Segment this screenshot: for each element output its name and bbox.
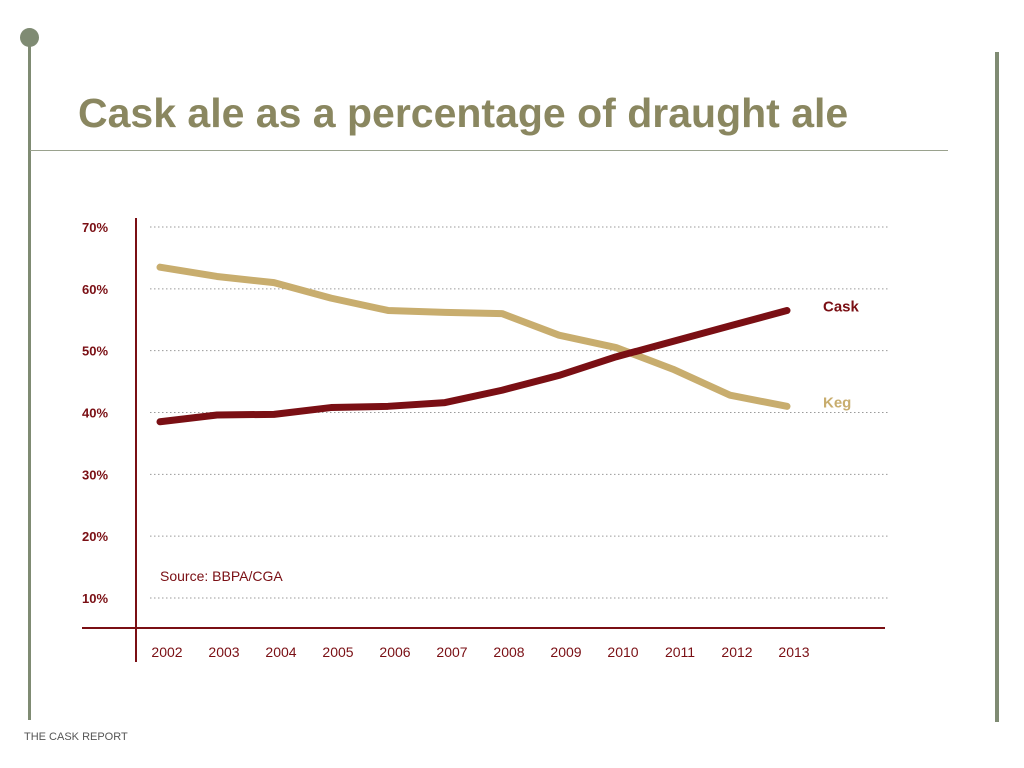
- y-tick-label: 60%: [82, 282, 108, 297]
- x-tick-label: 2006: [379, 644, 410, 660]
- x-tick-label: 2009: [550, 644, 581, 660]
- series-labels: Cask Keg: [823, 298, 860, 411]
- axes: [82, 218, 885, 662]
- slide-title: Cask ale as a percentage of draught ale: [78, 90, 849, 136]
- x-tick-label: 2007: [436, 644, 467, 660]
- x-tick-label: 2003: [208, 644, 239, 660]
- x-tick-label: 2012: [721, 644, 752, 660]
- series-line-keg: [156, 263, 791, 410]
- x-tick-label: 2002: [151, 644, 182, 660]
- right-vertical-rule: [995, 52, 999, 722]
- y-tick-labels: 10% 20% 30% 40% 50% 60% 70%: [82, 220, 108, 606]
- y-tick-label: 10%: [82, 591, 108, 606]
- source-annotation: Source: BBPA/CGA: [160, 568, 283, 584]
- x-tick-label: 2013: [778, 644, 809, 660]
- y-tick-label: 50%: [82, 344, 108, 359]
- series-lines: [156, 263, 791, 426]
- y-tick-label: 70%: [82, 220, 108, 235]
- left-vertical-rule: [28, 44, 31, 720]
- y-tick-label: 20%: [82, 529, 108, 544]
- footer-text: THE CASK REPORT: [24, 731, 128, 743]
- title-underline: [30, 150, 948, 151]
- x-tick-label: 2010: [607, 644, 638, 660]
- x-tick-label: 2004: [265, 644, 296, 660]
- y-tick-label: 40%: [82, 406, 108, 421]
- x-tick-label: 2011: [665, 644, 695, 660]
- series-label-keg: Keg: [823, 394, 851, 411]
- y-tick-label: 30%: [82, 467, 108, 482]
- bullet-dot: [20, 28, 39, 47]
- x-tick-labels: 2002 2003 2004 2005 2006 2007 2008 2009 2010 2011…: [151, 644, 809, 660]
- x-tick-label: 2005: [322, 644, 353, 660]
- series-label-cask: Cask: [823, 298, 860, 315]
- gridlines: [150, 226, 888, 599]
- x-tick-label: 2008: [493, 644, 524, 660]
- series-line-cask: [156, 306, 791, 426]
